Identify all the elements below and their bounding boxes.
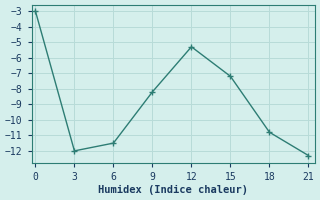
X-axis label: Humidex (Indice chaleur): Humidex (Indice chaleur) xyxy=(98,185,248,195)
